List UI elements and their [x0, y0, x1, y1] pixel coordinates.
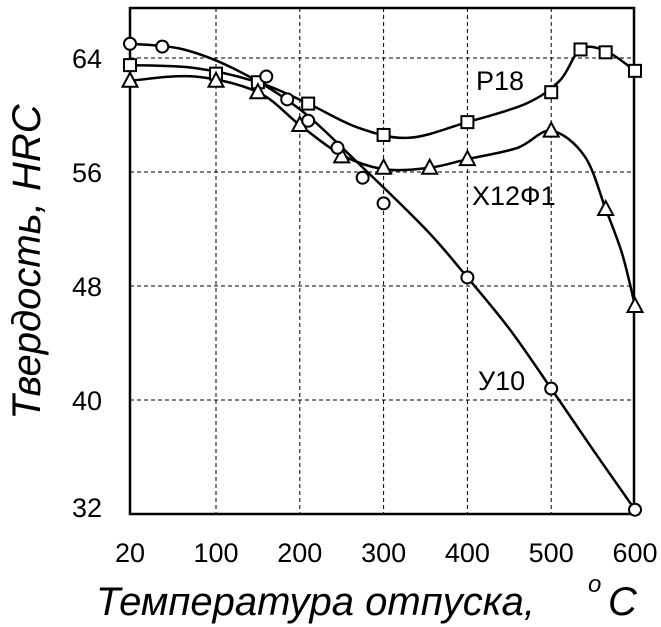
data-point-u10: [628, 502, 642, 517]
data-point-p18: [301, 96, 316, 111]
x-axis-unit: C: [608, 580, 638, 624]
x-tick-label: 100: [193, 538, 238, 568]
y-axis-title: Твердость, HRC: [5, 103, 49, 419]
data-point-u10: [355, 170, 370, 185]
series-line-p18: [129, 45, 636, 140]
data-point-p18: [123, 58, 137, 73]
y-tick-label: 48: [72, 272, 102, 302]
x-tick-label: 200: [277, 538, 322, 568]
data-point-x12f1: [458, 149, 477, 167]
series-label-x12f1: Х12Ф1: [472, 181, 556, 211]
data-point-x12f1: [542, 120, 561, 138]
data-point-x12f1: [420, 157, 439, 175]
data-point-u10: [460, 270, 475, 285]
axis-ticks: 20 100 200 300 400 500 600 32 40 48 56 64: [72, 44, 658, 568]
x-axis-title: Температура отпуска,: [96, 580, 535, 624]
x-tick-label: 20: [115, 538, 145, 568]
series-label-p18: Р18: [476, 66, 524, 96]
data-point-u10: [259, 69, 274, 84]
data-point-p18: [460, 115, 475, 130]
data-point-x12f1: [596, 198, 615, 217]
x-tick-label: 500: [529, 538, 574, 568]
data-point-x12f1: [374, 157, 393, 175]
y-tick-label: 40: [72, 386, 102, 416]
y-tick-label: 32: [72, 493, 102, 523]
data-point-u10: [155, 39, 170, 54]
data-point-u10: [376, 196, 391, 211]
data-point-p18: [628, 63, 642, 78]
data-point-u10: [301, 113, 316, 128]
data-point-u10: [123, 36, 137, 51]
series-line-x12f1: [129, 74, 637, 307]
data-point-u10: [544, 381, 559, 396]
plot-frame: [128, 6, 636, 516]
series-markers: [120, 36, 645, 517]
data-point-x12f1: [248, 82, 268, 100]
data-point-x12f1: [625, 295, 645, 313]
y-tick-label: 56: [72, 158, 102, 188]
series-line-u10: [129, 42, 637, 511]
grid-lines: [130, 8, 634, 514]
data-point-u10: [280, 92, 295, 107]
data-point-x12f1: [120, 70, 140, 88]
series-label-u10: У10: [478, 366, 525, 396]
data-point-x12f1: [332, 146, 351, 164]
data-point-p18: [376, 127, 391, 142]
x-tick-label: 600: [612, 538, 657, 568]
data-point-p18: [573, 42, 588, 57]
x-tick-label: 300: [361, 538, 406, 568]
series-curves: [129, 42, 637, 511]
data-point-p18: [544, 85, 559, 100]
data-point-u10: [330, 140, 345, 155]
data-point-x12f1: [206, 70, 226, 88]
x-axis-unit-superscript: o: [588, 571, 601, 598]
y-tick-label: 64: [72, 44, 102, 74]
x-tick-label: 400: [445, 538, 490, 568]
data-point-p18: [598, 45, 613, 60]
